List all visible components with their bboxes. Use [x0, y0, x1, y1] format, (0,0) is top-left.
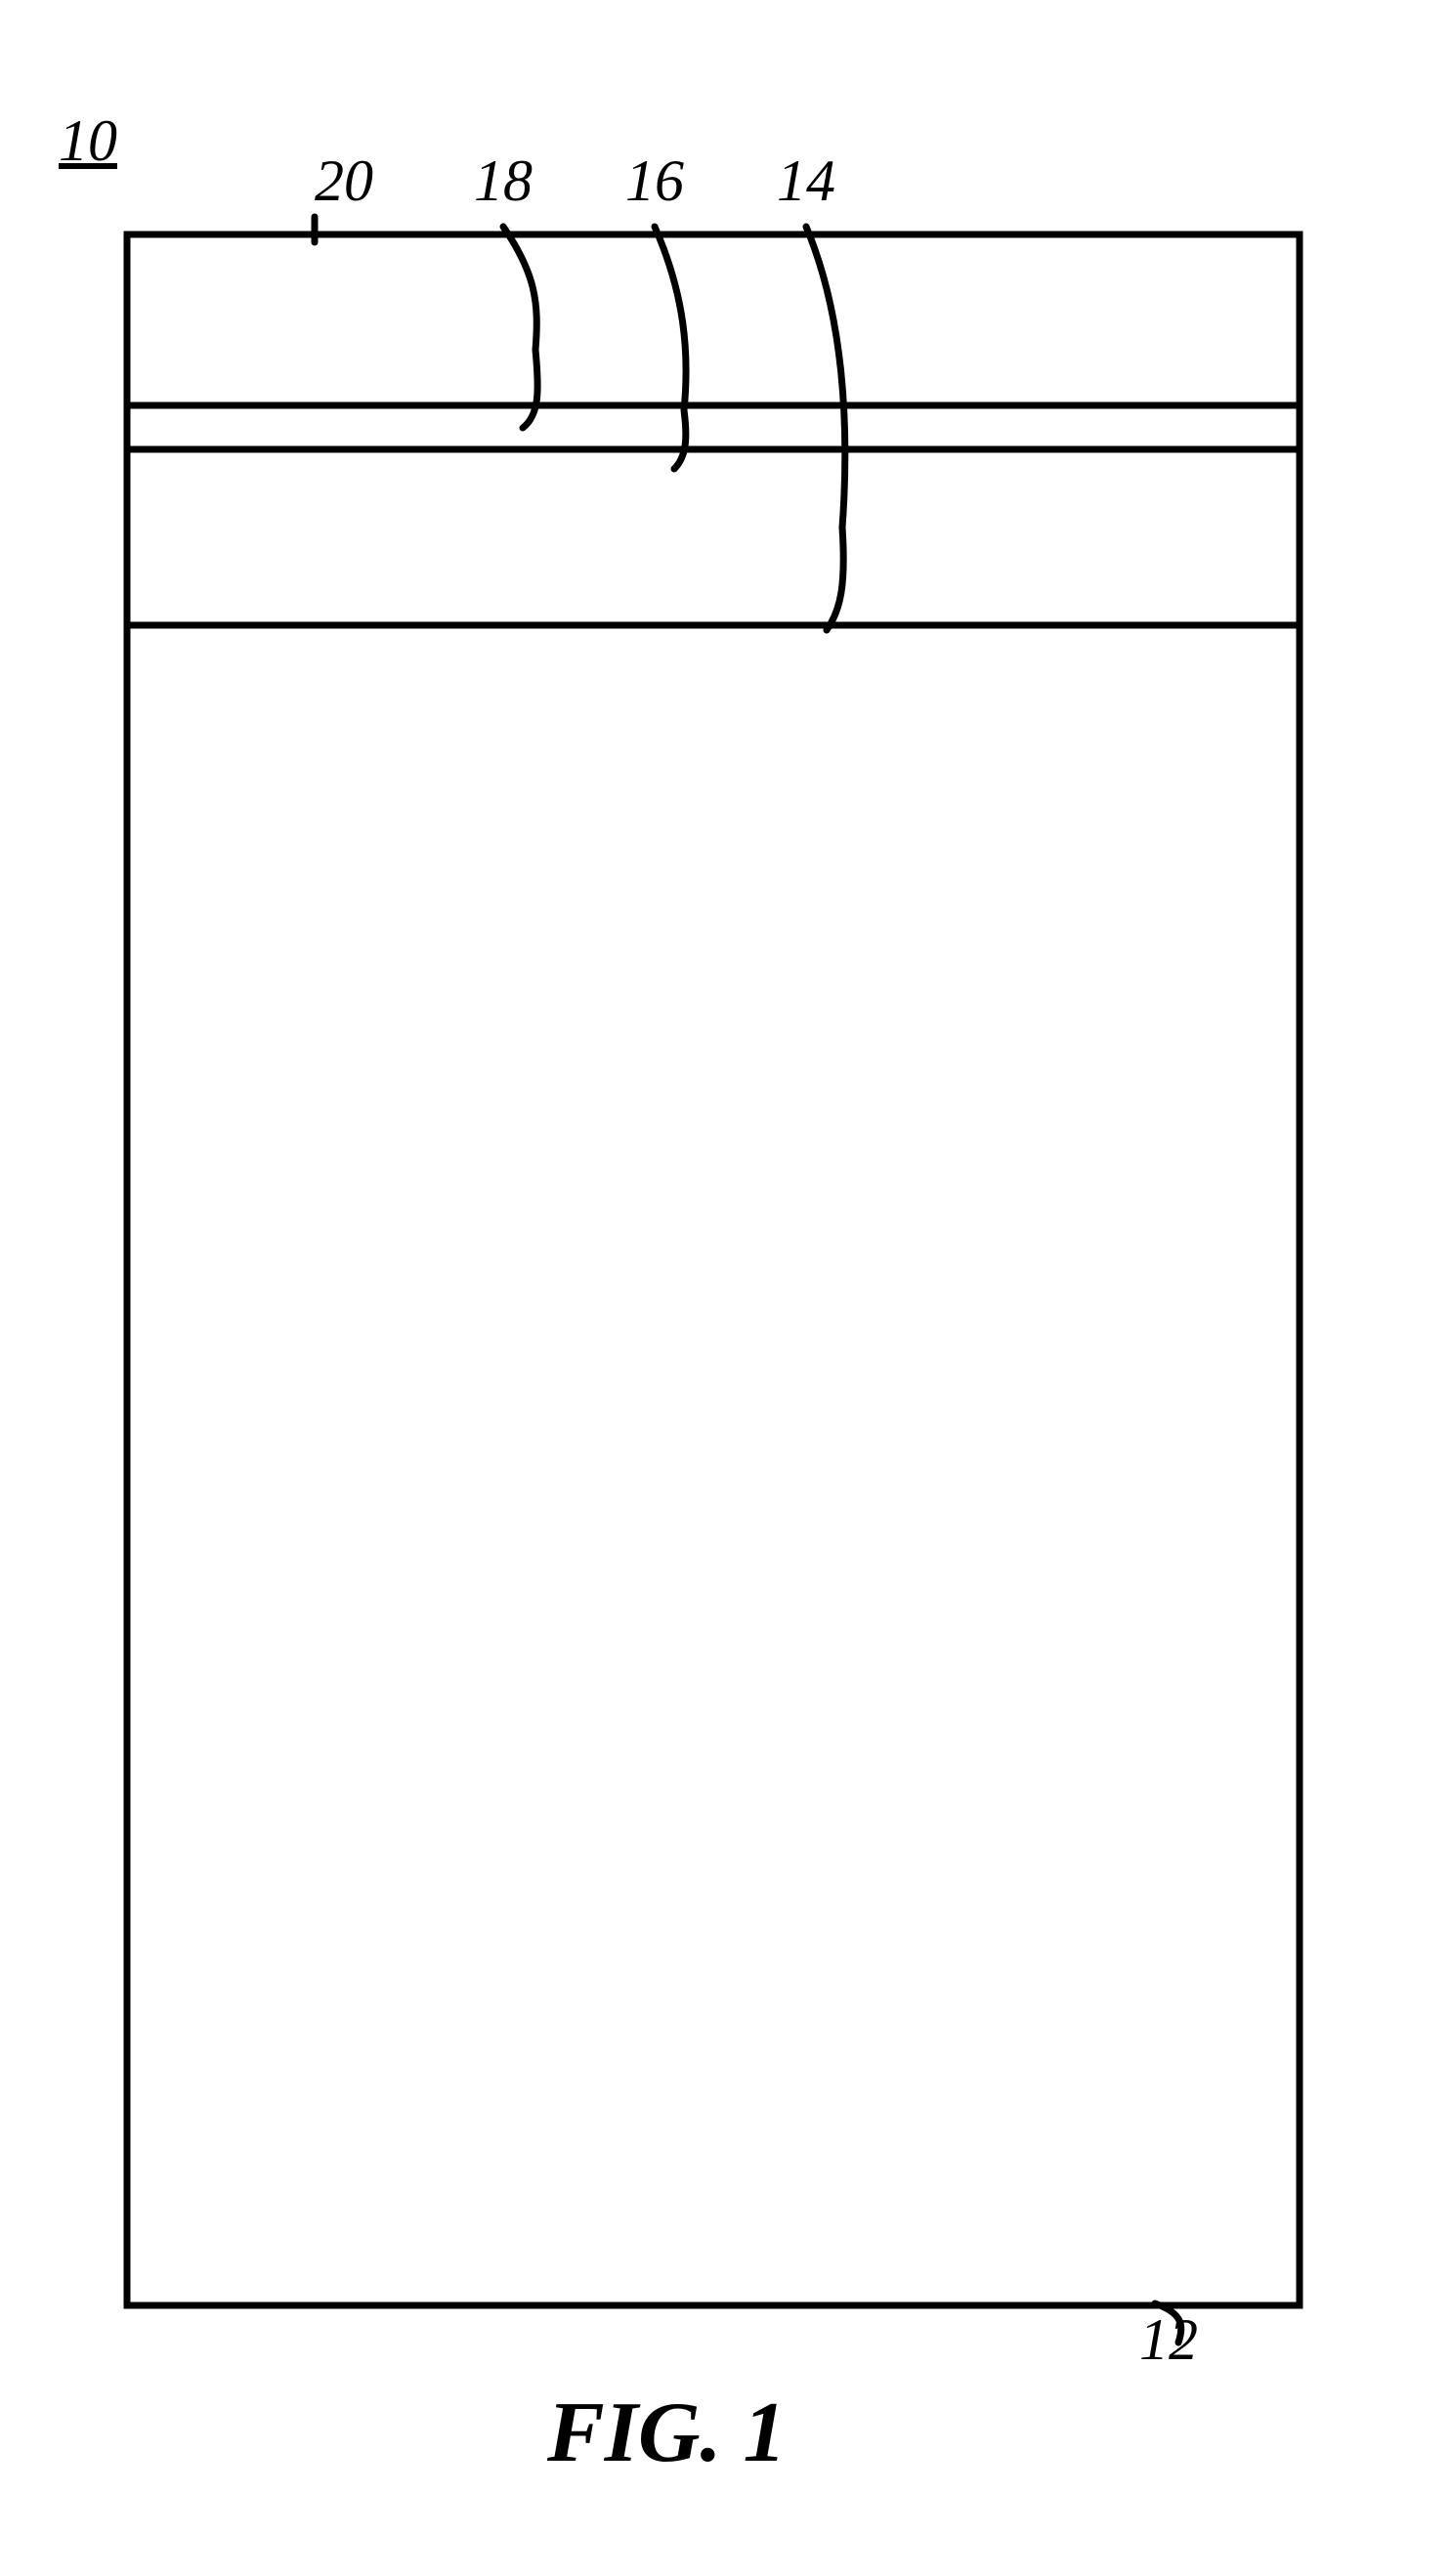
leader-16 [655, 227, 686, 469]
diagram-svg: 20 18 16 14 12 [0, 0, 1451, 2576]
ref-numeral-12: 12 [1139, 2307, 1198, 2372]
ref-numeral-18: 18 [474, 148, 533, 213]
page: 10 2018161412 FIG. 1 [0, 0, 1451, 2576]
ref-numeral-20: 20 [315, 148, 373, 213]
figure-title: FIG. 1 [547, 2384, 787, 2482]
leader-18 [503, 227, 537, 428]
leader-14 [806, 227, 845, 630]
ref-numeral-14: 14 [777, 148, 835, 213]
outer-frame [127, 234, 1300, 2305]
ref-numeral-16: 16 [625, 148, 684, 213]
